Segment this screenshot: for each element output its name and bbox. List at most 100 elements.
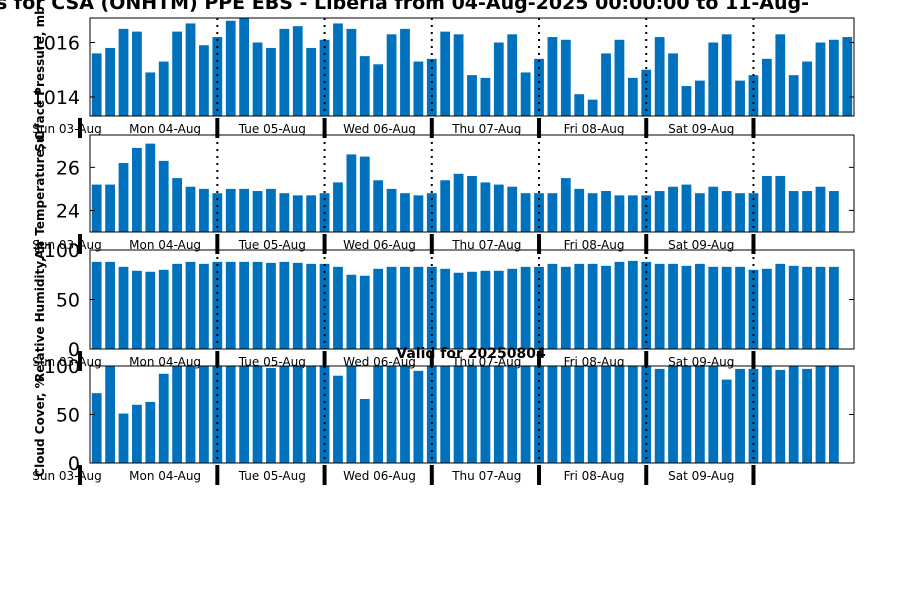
bar [212,37,223,117]
bar [547,193,558,232]
bar [199,45,209,116]
bar [386,266,397,349]
chart-title: s for CSA (ONHTM) PPE EBS - Liberia from… [0,0,809,14]
bar [534,366,544,463]
bar [306,195,317,232]
bar [400,266,410,349]
x-tick-label: Sun 03-Aug [32,238,101,252]
bar [91,261,102,349]
bar [386,188,397,232]
bar [668,186,678,232]
x-tick-label: Wed 06-Aug [343,122,416,136]
bar [507,366,518,463]
bar [560,178,571,232]
bar [802,266,812,349]
bar [413,195,424,232]
bar [279,261,290,349]
plot-frame [89,17,855,117]
bar [346,366,357,463]
bar [654,263,665,349]
bar [440,31,451,116]
x-tick-label: Sat 09-Aug [668,469,734,483]
bar [440,180,451,232]
bar [252,261,263,349]
bar [520,366,531,463]
bar [212,261,223,349]
bar [520,193,531,232]
bar [266,262,276,349]
bar [587,263,598,349]
bar [694,193,705,232]
bar [292,366,303,463]
x-tick-label: Thu 07-Aug [451,122,521,136]
y-tick-label: 0 [68,339,80,361]
bar [453,272,464,349]
x-tick-label: Mon 04-Aug [129,122,201,136]
bar [185,186,196,232]
bar [708,42,719,116]
bar [641,366,652,463]
bar [815,42,826,116]
bar [574,263,585,349]
x-tick-label: Thu 07-Aug [451,238,521,252]
bar [788,265,799,349]
bar [761,58,772,116]
y-tick-label: 26 [56,157,80,179]
bar [91,53,102,116]
x-tick-label: Tue 05-Aug [238,122,306,136]
bar [145,401,156,463]
x-tick-label: Fri 08-Aug [564,122,625,136]
bar [426,58,437,116]
bar [614,195,625,232]
bar [574,366,585,463]
bar [105,47,115,116]
bar [641,261,652,349]
bar [721,266,732,349]
bar [105,261,115,349]
bar [413,266,424,349]
bar [708,366,719,463]
bar [132,147,142,232]
bar [587,193,598,232]
bar [668,53,678,116]
bar [145,143,156,232]
bar [654,191,665,232]
x-tick-label: Wed 06-Aug [343,238,416,252]
bar [520,266,531,349]
x-tick-label: Fri 08-Aug [564,469,625,483]
bar [601,265,611,349]
bar [266,367,276,463]
bar [627,195,638,232]
y-axis-label: Surface Pressure, mb [33,6,47,152]
bar [426,366,437,463]
bar [748,269,759,349]
valid-date-label: Valid for 20250804 [396,346,546,362]
bar [560,266,571,349]
bar [225,188,236,232]
bar [132,404,142,463]
bar [145,72,156,116]
bar [802,61,812,116]
bar [158,160,169,232]
bar [467,175,477,232]
bar [386,34,397,116]
x-tick-label: Mon 04-Aug [129,238,201,252]
bar [627,77,638,116]
bar [225,261,236,349]
bar [158,373,169,463]
bar [252,42,263,116]
bar [507,268,518,349]
bar [668,263,678,349]
bar [668,366,678,463]
y-axis-label: Cloud Cover, % [33,376,47,476]
bar [212,366,223,463]
bar [333,266,343,349]
bar [292,195,303,232]
y-tick-label: 1014 [32,87,80,109]
bar [306,366,317,463]
bar [829,191,839,232]
x-tick-label: Sun 03-Aug [32,355,101,369]
bar [252,191,263,232]
